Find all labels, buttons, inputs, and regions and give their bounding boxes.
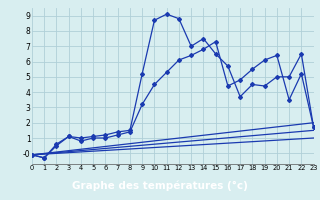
Text: Graphe des températures (°c): Graphe des températures (°c) — [72, 181, 248, 191]
